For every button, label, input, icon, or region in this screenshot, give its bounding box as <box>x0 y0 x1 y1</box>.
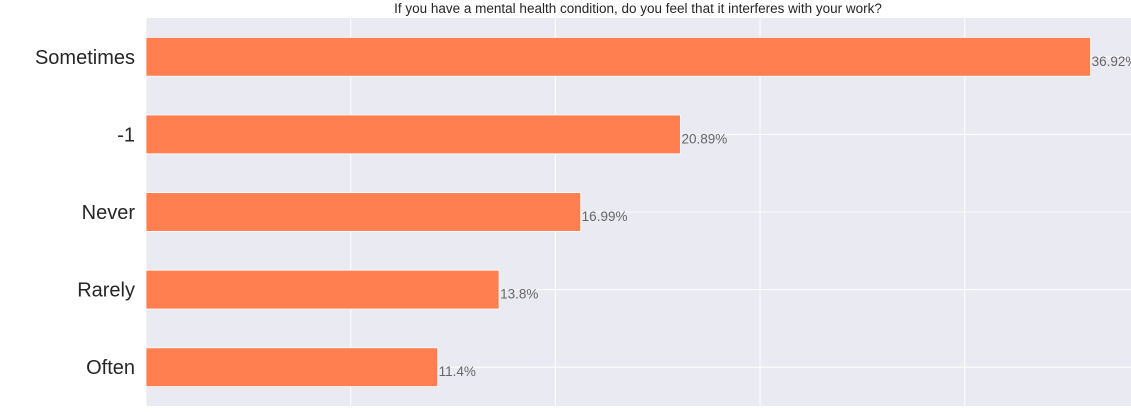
category-label-Rarely: Rarely <box>77 280 135 302</box>
chart-title: If you have a mental health condition, d… <box>394 1 882 16</box>
bar--1 <box>145 114 681 155</box>
bar-Rarely <box>145 269 500 310</box>
bar-Sometimes <box>145 37 1091 77</box>
category-label-Often: Often <box>86 357 135 379</box>
value-labels: 36.92% 20.89% 16.99% 13.8% 11.4% <box>439 54 1131 379</box>
category-label--1: -1 <box>117 124 135 146</box>
bar-Never <box>145 192 582 232</box>
category-tick-labels: Sometimes -1 Never Rarely Often <box>35 47 135 379</box>
bar-Often <box>145 347 439 387</box>
value-label-Never: 16.99% <box>582 209 628 224</box>
category-label-Sometimes: Sometimes <box>35 47 135 69</box>
bars <box>145 37 1091 387</box>
value-label-Often: 11.4% <box>439 364 476 379</box>
value-label-Rarely: 13.8% <box>500 287 538 302</box>
value-label-Sometimes: 36.92% <box>1092 54 1131 69</box>
category-label-Never: Never <box>82 202 136 224</box>
value-label--1: 20.89% <box>681 131 727 146</box>
